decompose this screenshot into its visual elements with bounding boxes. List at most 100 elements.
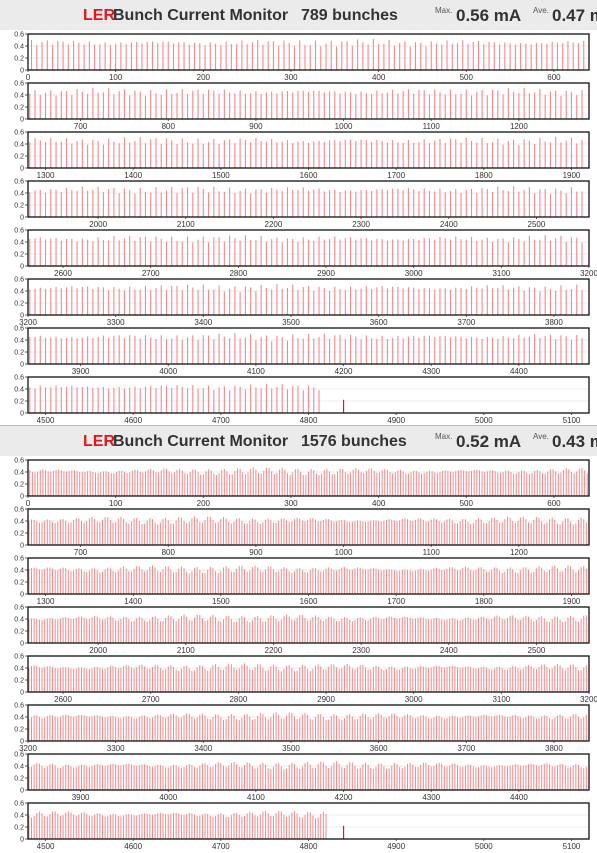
y-tick-label: 0 — [20, 68, 24, 75]
y-tick-label: 0.6 — [14, 703, 24, 710]
x-tick-label: 400 — [372, 73, 386, 82]
y-tick-label: 0.6 — [14, 801, 24, 808]
bunch-current-plots: 0.60.40.200 100 200 300 400 500 6000.60.40.207… — [14, 32, 597, 426]
plot-frame — [27, 33, 590, 71]
x-tick-label: 5100 — [563, 842, 581, 851]
monitor-title: Bunch Current Monitor — [113, 433, 289, 450]
x-tick-label: 3500 — [282, 744, 300, 753]
plot-row-3: 0.6 0.4 0.2 0 1300 1400 1500 1600 1700 1800 1900 — [14, 556, 590, 606]
x-tick-label: 1900 — [563, 171, 581, 180]
y-tick-label: 0.6 — [14, 752, 24, 759]
x-tick-label: 3200 — [580, 269, 597, 278]
x-tick-label: 4700 — [212, 842, 230, 851]
y-tick-label: 0.6 — [14, 277, 24, 284]
y-tick-label: 0 — [20, 362, 24, 369]
y-tick-label: 0 — [20, 788, 24, 795]
x-tick-label: 3500 — [282, 318, 300, 327]
max-current: 0.56 mA — [456, 6, 522, 25]
x-tick-label: 3800 — [545, 744, 563, 753]
x-tick-label: 4000 — [159, 793, 177, 802]
x-tick-label: 600 — [547, 499, 561, 508]
x-tick-label: 1200 — [510, 548, 528, 557]
y-tick-label: 0.4 — [14, 44, 24, 51]
y-tick-label: 0.4 — [14, 142, 24, 149]
x-tick-label: 1600 — [300, 171, 318, 180]
ring-label: LER — [83, 433, 115, 450]
x-tick-label: 3200 — [19, 318, 37, 327]
max-label: Max. — [435, 6, 453, 15]
x-tick-label: 900 — [249, 548, 263, 557]
x-tick-label: 4100 — [247, 793, 265, 802]
plot-row-4: 0.6 0.4 0.2 0 2000 2100 2200 2300 2400 2500 — [14, 179, 590, 229]
x-tick-label: 2100 — [177, 220, 195, 229]
y-tick-label: 0 — [20, 166, 24, 173]
max-current: 0.52 mA — [456, 432, 522, 451]
monitor-title-bar: LER Bunch Current Monitor 789 bunches Ma… — [0, 0, 597, 30]
x-tick-label: 2400 — [440, 646, 458, 655]
x-tick-label: 4500 — [37, 416, 55, 425]
x-tick-label: 600 — [547, 73, 561, 82]
x-tick-label: 2100 — [177, 646, 195, 655]
y-tick-label: 0.2 — [14, 531, 24, 538]
y-tick-label: 0.4 — [14, 764, 24, 771]
x-tick-label: 2000 — [89, 220, 107, 229]
x-tick-label: 700 — [74, 122, 88, 131]
x-tick-label: 2900 — [317, 695, 335, 704]
x-tick-label: 100 — [109, 499, 123, 508]
plot-area — [28, 509, 589, 545]
y-tick-label: 0.2 — [14, 727, 24, 734]
y-tick-label: 0.2 — [14, 825, 24, 832]
x-tick-label: 1300 — [37, 171, 55, 180]
x-tick-label: 3400 — [194, 744, 212, 753]
y-tick-label: 0.6 — [14, 326, 24, 333]
x-tick-label: 3900 — [72, 367, 90, 376]
y-tick-label: 0.6 — [14, 81, 24, 88]
ave-label: Ave. — [533, 432, 549, 441]
y-tick-label: 0 — [20, 264, 24, 271]
x-tick-label: 500 — [460, 73, 474, 82]
x-tick-label: 500 — [460, 499, 474, 508]
x-tick-label: 2600 — [54, 269, 72, 278]
x-tick-label: 1000 — [335, 122, 353, 131]
x-tick-label: 1400 — [124, 597, 142, 606]
x-tick-label: 1900 — [563, 597, 581, 606]
x-tick-label: 900 — [249, 122, 263, 131]
y-tick-label: 0.2 — [14, 399, 24, 406]
y-tick-label: 0.6 — [14, 32, 24, 39]
x-tick-label: 0 — [26, 73, 31, 82]
x-tick-label: 2000 — [89, 646, 107, 655]
y-tick-label: 0.6 — [14, 605, 24, 612]
plot-frame — [27, 459, 590, 497]
plot-row-3: 0.6 0.4 0.2 0 1300 1400 1500 1600 1700 1800 1900 — [14, 130, 590, 180]
x-tick-label: 3600 — [370, 318, 388, 327]
x-tick-label: 2700 — [142, 269, 160, 278]
plot-area — [28, 607, 589, 643]
y-tick-label: 0 — [20, 543, 24, 550]
x-tick-label: 2800 — [229, 269, 247, 278]
plot-frame — [27, 753, 590, 791]
x-tick-label: 1300 — [37, 597, 55, 606]
x-tick-label: 800 — [162, 122, 176, 131]
x-tick-label: 3800 — [545, 318, 563, 327]
y-tick-label: 0.6 — [14, 458, 24, 465]
x-tick-label: 4500 — [37, 842, 55, 851]
x-tick-label: 1100 — [423, 122, 441, 131]
y-tick-label: 0.4 — [14, 617, 24, 624]
y-tick-label: 0.6 — [14, 130, 24, 137]
y-tick-label: 0.2 — [14, 580, 24, 587]
x-tick-label: 5000 — [475, 842, 493, 851]
y-tick-label: 0 — [20, 641, 24, 648]
y-tick-label: 0 — [20, 313, 24, 320]
y-tick-label: 0 — [20, 690, 24, 697]
x-tick-label: 4400 — [510, 367, 528, 376]
plot-row-2: 0.6 0.4 0.2 0 700 800 900 1000 1100 1200 — [14, 81, 590, 131]
x-tick-label: 5000 — [475, 416, 493, 425]
y-tick-label: 0.4 — [14, 568, 24, 575]
x-tick-label: 4900 — [387, 842, 405, 851]
x-tick-label: 3000 — [405, 269, 423, 278]
plot-row-2: 0.6 0.4 0.2 0 700 800 900 1000 1100 1200 — [14, 507, 590, 557]
x-tick-label: 2500 — [528, 220, 546, 229]
plot-row-4: 0.6 0.4 0.2 0 2000 2100 2200 2300 2400 2500 — [14, 605, 590, 655]
x-tick-label: 1500 — [212, 597, 230, 606]
